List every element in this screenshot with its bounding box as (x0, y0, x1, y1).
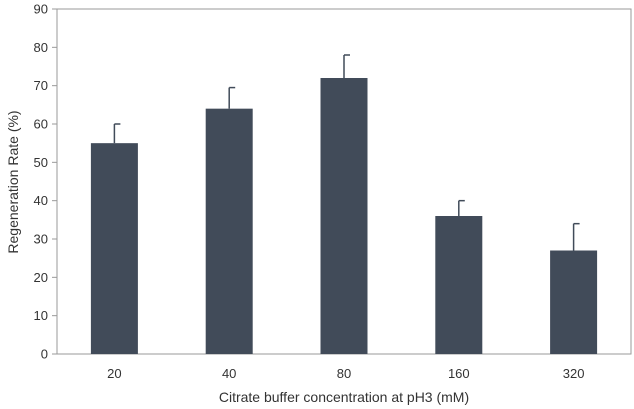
y-tick-label: 90 (34, 2, 48, 17)
x-tick-label: 80 (337, 366, 351, 381)
error-bars (113, 54, 580, 251)
x-axis-title: Citrate buffer concentration at pH3 (mM) (219, 389, 469, 405)
bar-20 (90, 143, 138, 354)
x-tick-label: 160 (448, 366, 470, 381)
y-axis-title: Regeneration Rate (%) (5, 110, 21, 253)
bar-40 (205, 108, 253, 355)
y-tick-label: 20 (34, 270, 48, 285)
y-tick-label: 0 (41, 347, 48, 362)
y-tick-label: 80 (34, 40, 48, 55)
y-tick-label: 50 (34, 155, 48, 170)
x-axis: 20 40 80 160 320 (107, 366, 584, 381)
x-tick-label: 20 (107, 366, 121, 381)
y-tick-label: 10 (34, 308, 48, 323)
y-axis: 0 10 20 30 40 50 60 70 80 90 (34, 2, 57, 362)
y-tick-label: 30 (34, 232, 48, 247)
x-tick-label: 320 (563, 366, 585, 381)
bar-series (90, 78, 598, 355)
bar-320 (550, 250, 598, 354)
bar-160 (435, 216, 483, 354)
x-tick-label: 40 (222, 366, 236, 381)
y-tick-label: 60 (34, 117, 48, 132)
bar-80 (320, 78, 368, 354)
y-tick-label: 40 (34, 193, 48, 208)
y-tick-label: 70 (34, 78, 48, 93)
